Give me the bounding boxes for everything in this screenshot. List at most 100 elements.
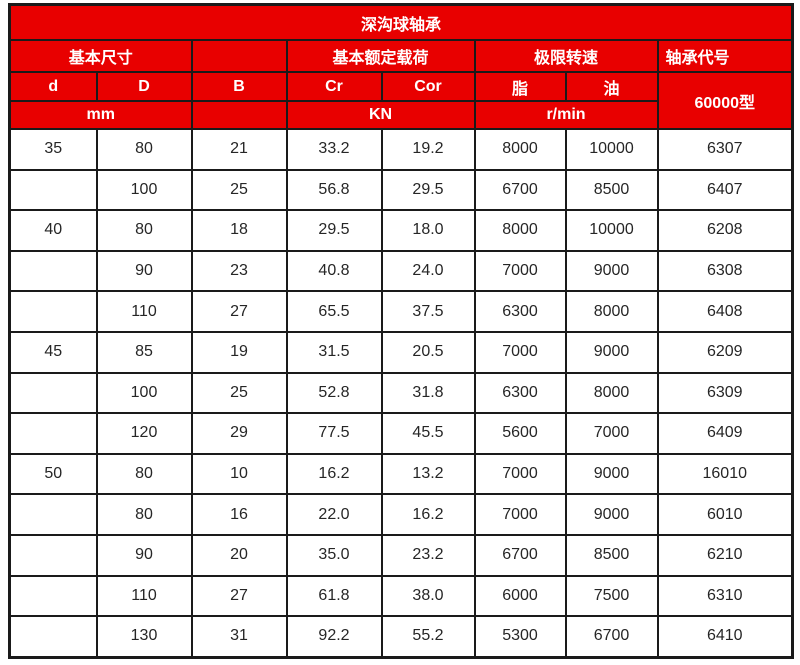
- table-cell: 6307: [656, 128, 794, 171]
- table-cell: 100: [95, 168, 193, 212]
- table-body: 35 80 21 33.2 19.2 8000 10000 6307 100 25 56.8 29.5…: [8, 128, 794, 659]
- table-cell: 23: [190, 249, 288, 293]
- table-cell: [8, 574, 98, 618]
- table-cell: 6310: [656, 574, 794, 618]
- table-cell: 6000: [473, 574, 567, 618]
- table-cell: 20.5: [380, 330, 476, 374]
- table-cell: 23.2: [380, 533, 476, 577]
- table-title: 深沟球轴承: [8, 3, 794, 41]
- table-cell: 80: [95, 128, 193, 171]
- table-cell: 8000: [564, 371, 659, 415]
- table-cell: [8, 290, 98, 333]
- table-cell: 10000: [564, 128, 659, 171]
- table-cell: 13.2: [380, 452, 476, 496]
- table-cell: 8000: [473, 128, 567, 171]
- table-cell: 90: [95, 533, 193, 577]
- column-header-row: d D B Cr Cor 脂 油 60000型: [8, 71, 794, 130]
- table-cell: 6210: [656, 533, 794, 577]
- table-cell: 100: [95, 371, 193, 415]
- table-cell: 80: [95, 209, 193, 252]
- table-cell: 5600: [473, 412, 567, 455]
- table-cell: 20: [190, 533, 288, 577]
- col-header-grease: 脂: [473, 71, 567, 102]
- table-cell: 21: [190, 128, 288, 171]
- col-header-d: d: [8, 71, 98, 102]
- table-cell: 6407: [656, 168, 794, 212]
- table-cell: 29.5: [380, 168, 476, 212]
- header-basic-size: 基本尺寸: [8, 39, 193, 73]
- table-row: 100 25 56.8 29.5 6700 8500 6407: [8, 168, 794, 212]
- unit-blank-cell: [190, 100, 288, 130]
- table-cell: 27: [190, 574, 288, 618]
- table-cell: 120: [95, 412, 193, 455]
- col-header-D: D: [95, 71, 193, 102]
- table-cell: 77.5: [285, 412, 383, 455]
- table-cell: 50: [8, 452, 98, 496]
- table-cell: 6700: [473, 168, 567, 212]
- header-bearing-code: 轴承代号: [656, 39, 794, 73]
- col-header-code-type: 60000型: [656, 71, 794, 130]
- table-cell: 6409: [656, 412, 794, 455]
- table-cell: [8, 412, 98, 455]
- table-row: 50 80 10 16.2 13.2 7000 9000 16010: [8, 452, 794, 496]
- table-cell: 6300: [473, 371, 567, 415]
- table-cell: 18: [190, 209, 288, 252]
- table-cell: 16010: [656, 452, 794, 496]
- table-cell: 8500: [564, 533, 659, 577]
- unit-kn: KN: [285, 100, 476, 130]
- table-row: 35 80 21 33.2 19.2 8000 10000 6307: [8, 128, 794, 171]
- table-cell: 27: [190, 290, 288, 333]
- table-cell: 45.5: [380, 412, 476, 455]
- table-cell: 6308: [656, 249, 794, 293]
- col-header-Cr: Cr: [285, 71, 383, 102]
- table-cell: 7000: [473, 452, 567, 496]
- table-cell: 6408: [656, 290, 794, 333]
- table-cell: 31.5: [285, 330, 383, 374]
- table-cell: 35: [8, 128, 98, 171]
- table-cell: 9000: [564, 493, 659, 536]
- table-cell: 38.0: [380, 574, 476, 618]
- table-cell: 85: [95, 330, 193, 374]
- title-row: 深沟球轴承: [8, 3, 794, 41]
- table-cell: 40.8: [285, 249, 383, 293]
- table-cell: 61.8: [285, 574, 383, 618]
- table-cell: 35.0: [285, 533, 383, 577]
- table-cell: [8, 371, 98, 415]
- table-cell: 6209: [656, 330, 794, 374]
- table-cell: 40: [8, 209, 98, 252]
- table-cell: 7500: [564, 574, 659, 618]
- table-cell: 29: [190, 412, 288, 455]
- table-cell: [8, 533, 98, 577]
- table-row: 110 27 65.5 37.5 6300 8000 6408: [8, 290, 794, 333]
- header-limit-speed: 极限转速: [473, 39, 659, 73]
- unit-rmin: r/min: [473, 100, 659, 130]
- table-cell: 25: [190, 168, 288, 212]
- table-cell: 7000: [473, 249, 567, 293]
- table-cell: 10000: [564, 209, 659, 252]
- table-cell: 80: [95, 452, 193, 496]
- table-cell: 29.5: [285, 209, 383, 252]
- table-cell: 6309: [656, 371, 794, 415]
- table-cell: 7000: [564, 412, 659, 455]
- table-cell: 80: [95, 493, 193, 536]
- table-row: 45 85 19 31.5 20.5 7000 9000 6209: [8, 330, 794, 374]
- table-cell: 10: [190, 452, 288, 496]
- table-cell: 7000: [473, 330, 567, 374]
- table-cell: 6700: [473, 533, 567, 577]
- table-cell: 45: [8, 330, 98, 374]
- table-cell: 9000: [564, 249, 659, 293]
- col-header-oil: 油: [564, 71, 659, 102]
- table-cell: 18.0: [380, 209, 476, 252]
- table-cell: 110: [95, 290, 193, 333]
- table-row: 40 80 18 29.5 18.0 8000 10000 6208: [8, 209, 794, 252]
- table-cell: 24.0: [380, 249, 476, 293]
- table-cell: 90: [95, 249, 193, 293]
- table-cell: 56.8: [285, 168, 383, 212]
- table-row: 90 20 35.0 23.2 6700 8500 6210: [8, 533, 794, 577]
- table-cell: 16.2: [380, 493, 476, 536]
- table-cell: 8500: [564, 168, 659, 212]
- table-cell: 31.8: [380, 371, 476, 415]
- table-cell: 19: [190, 330, 288, 374]
- table-cell: 110: [95, 574, 193, 618]
